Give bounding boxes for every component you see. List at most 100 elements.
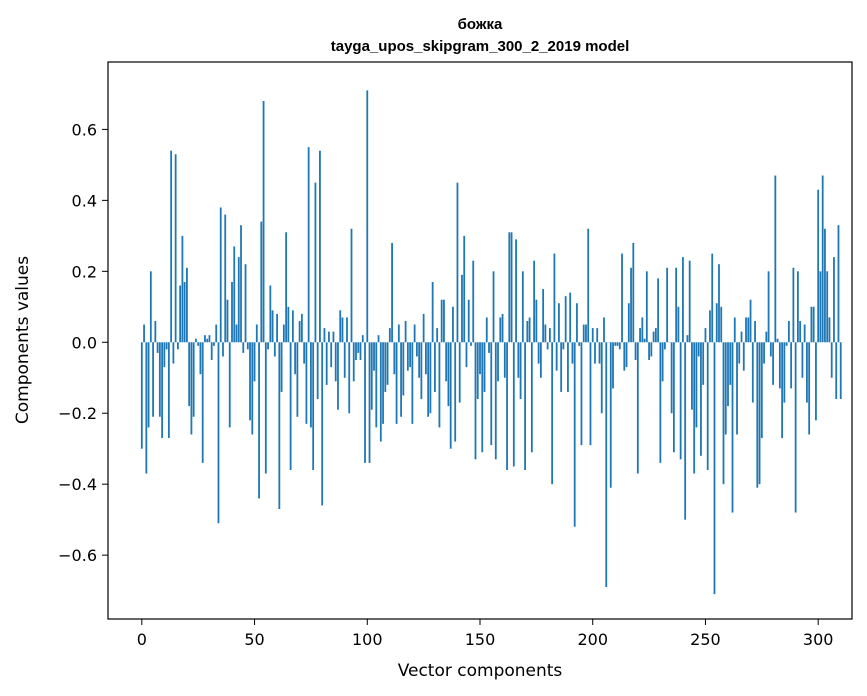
bar [695,342,698,428]
bar [267,342,269,350]
bar [745,317,747,343]
bar [269,285,272,343]
bar [510,232,513,343]
bar [364,342,366,463]
bar [276,313,278,343]
x-tick-label: 250 [690,630,721,649]
x-tick-label: 300 [803,630,834,649]
bar [596,328,599,343]
bar [544,324,547,343]
bar [366,90,369,343]
bar [400,342,402,417]
bar [787,320,790,343]
bar [278,342,281,510]
bar [222,342,224,357]
bar [330,342,333,368]
bar [246,342,249,350]
bar [715,303,718,343]
bar [571,342,574,364]
bar [149,271,152,343]
bar [582,324,585,343]
bar [733,317,736,343]
bar [461,274,463,343]
bar [215,324,218,343]
bar [691,342,693,410]
bar [835,342,838,400]
bar [294,342,297,375]
bar [503,342,506,378]
bar [409,342,412,368]
bar [553,253,556,343]
bar [165,342,168,350]
bar [654,328,657,343]
bar [271,310,274,343]
bar [567,342,569,392]
bar [244,264,247,343]
bar [639,328,641,343]
bar [657,278,660,343]
bar [754,320,756,343]
bar [548,328,551,343]
bar [427,342,430,417]
bar [792,267,795,343]
x-axis-label: Vector components [398,661,563,681]
y-tick-label: −0.4 [58,475,97,494]
bar [463,235,466,343]
bar [303,342,306,364]
bar [474,342,477,460]
bar [697,342,700,357]
bar [352,342,355,382]
bar [332,331,335,343]
bar [179,285,182,343]
bar [195,338,197,343]
bar [677,306,680,343]
bar [756,342,759,488]
bar [837,225,840,343]
bar [650,342,653,357]
bar [569,292,572,343]
bar [145,342,148,474]
bar [456,182,459,343]
bar [436,328,439,343]
x-tick-label: 100 [352,630,383,649]
bar [422,313,425,343]
bar [778,342,781,389]
bar [415,342,418,357]
bar [355,342,357,361]
bar [170,150,173,343]
bar [679,342,682,460]
bar [796,271,799,343]
bar [524,342,526,470]
bar [172,342,175,364]
bar [785,342,788,346]
bar [833,257,835,343]
bar [260,221,263,343]
bar [824,228,826,343]
bar [803,324,806,343]
bar [533,260,536,343]
bar [810,306,813,343]
bar [217,342,220,524]
bar [634,342,637,361]
bar [411,342,414,424]
bar [183,281,186,343]
bar [616,342,619,346]
bar [801,342,804,378]
bar [445,342,448,382]
bar [264,342,267,474]
bar [492,271,495,343]
bar [465,342,468,368]
bar [497,342,499,382]
bar [339,310,342,343]
bar [431,281,434,343]
bar [817,189,820,343]
bar [830,342,833,378]
bar [625,342,628,368]
bar [666,267,669,343]
bar [370,342,373,410]
bar [479,342,481,375]
bar [751,342,754,403]
bar [512,342,515,467]
chart-subtitle: tayga_upos_skipgram_300_2_2019 model [331,38,630,55]
bar [727,342,729,407]
